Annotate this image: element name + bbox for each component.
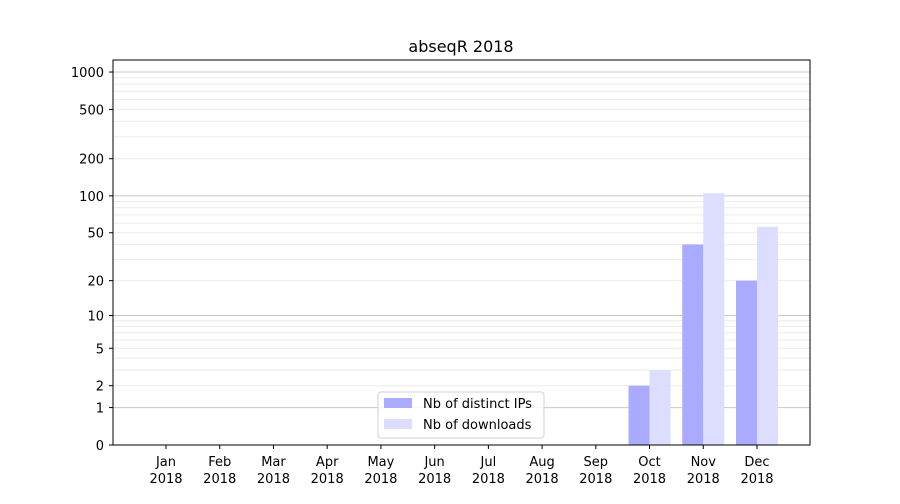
bar-distinct-ips	[736, 280, 757, 445]
plot-frame	[112, 59, 811, 446]
legend-label: Nb of distinct IPs	[423, 397, 532, 412]
y-tick-label: 1000	[71, 66, 104, 81]
x-tick-label: 2018	[364, 472, 397, 487]
x-tick-label: May	[367, 455, 394, 470]
chart-title: abseqR 2018	[408, 37, 513, 56]
x-tick-label: 2018	[418, 472, 451, 487]
y-tick-label: 500	[79, 103, 104, 118]
bar-downloads	[757, 226, 778, 445]
legend-swatch	[384, 419, 412, 429]
x-tick-label: Oct	[638, 455, 660, 470]
y-tick-label: 10	[87, 310, 104, 325]
x-tick-label: Aug	[529, 455, 554, 470]
x-tick-label: 2018	[687, 472, 720, 487]
x-tick-label: Jul	[480, 455, 497, 470]
x-tick-label: Sep	[584, 455, 609, 470]
x-tick-label: 2018	[257, 472, 290, 487]
legend-swatch	[384, 398, 412, 408]
legend: Nb of distinct IPs Nb of downloads	[377, 391, 545, 439]
x-tick-label: Nov	[691, 455, 717, 470]
x-tick-label: 2018	[740, 472, 773, 487]
x-tick-label: 2018	[311, 472, 344, 487]
x-tick-label: 2018	[203, 472, 236, 487]
legend-box	[377, 391, 545, 439]
y-tick-label: 100	[79, 190, 104, 205]
x-tick-label: 2018	[633, 472, 666, 487]
y-tick-label: 20	[87, 275, 104, 290]
y-tick-label: 200	[79, 153, 104, 168]
y-tick-label: 50	[87, 227, 104, 242]
bar-distinct-ips	[682, 244, 704, 445]
y-tick-label: 0	[96, 439, 104, 454]
x-tick-label: Apr	[316, 455, 339, 470]
bar-downloads	[649, 370, 671, 445]
x-tick-label: 2018	[579, 472, 612, 487]
x-tick-label: Feb	[208, 455, 231, 470]
x-tick-label: Mar	[261, 455, 286, 470]
x-tick-label: 2018	[526, 472, 559, 487]
x-tick-label: Jan	[155, 455, 176, 470]
y-tick-label: 5	[96, 342, 104, 357]
bar-distinct-ips	[628, 385, 650, 445]
x-tick-label: 2018	[472, 472, 505, 487]
x-tick-label: Jun	[423, 455, 444, 470]
bar-downloads	[703, 193, 725, 445]
y-tick-label: 1	[96, 402, 104, 417]
y-tick-label: 2	[96, 380, 104, 395]
x-tick-label: 2018	[149, 472, 182, 487]
x-tick-label: Dec	[744, 455, 769, 470]
legend-label: Nb of downloads	[423, 418, 532, 433]
